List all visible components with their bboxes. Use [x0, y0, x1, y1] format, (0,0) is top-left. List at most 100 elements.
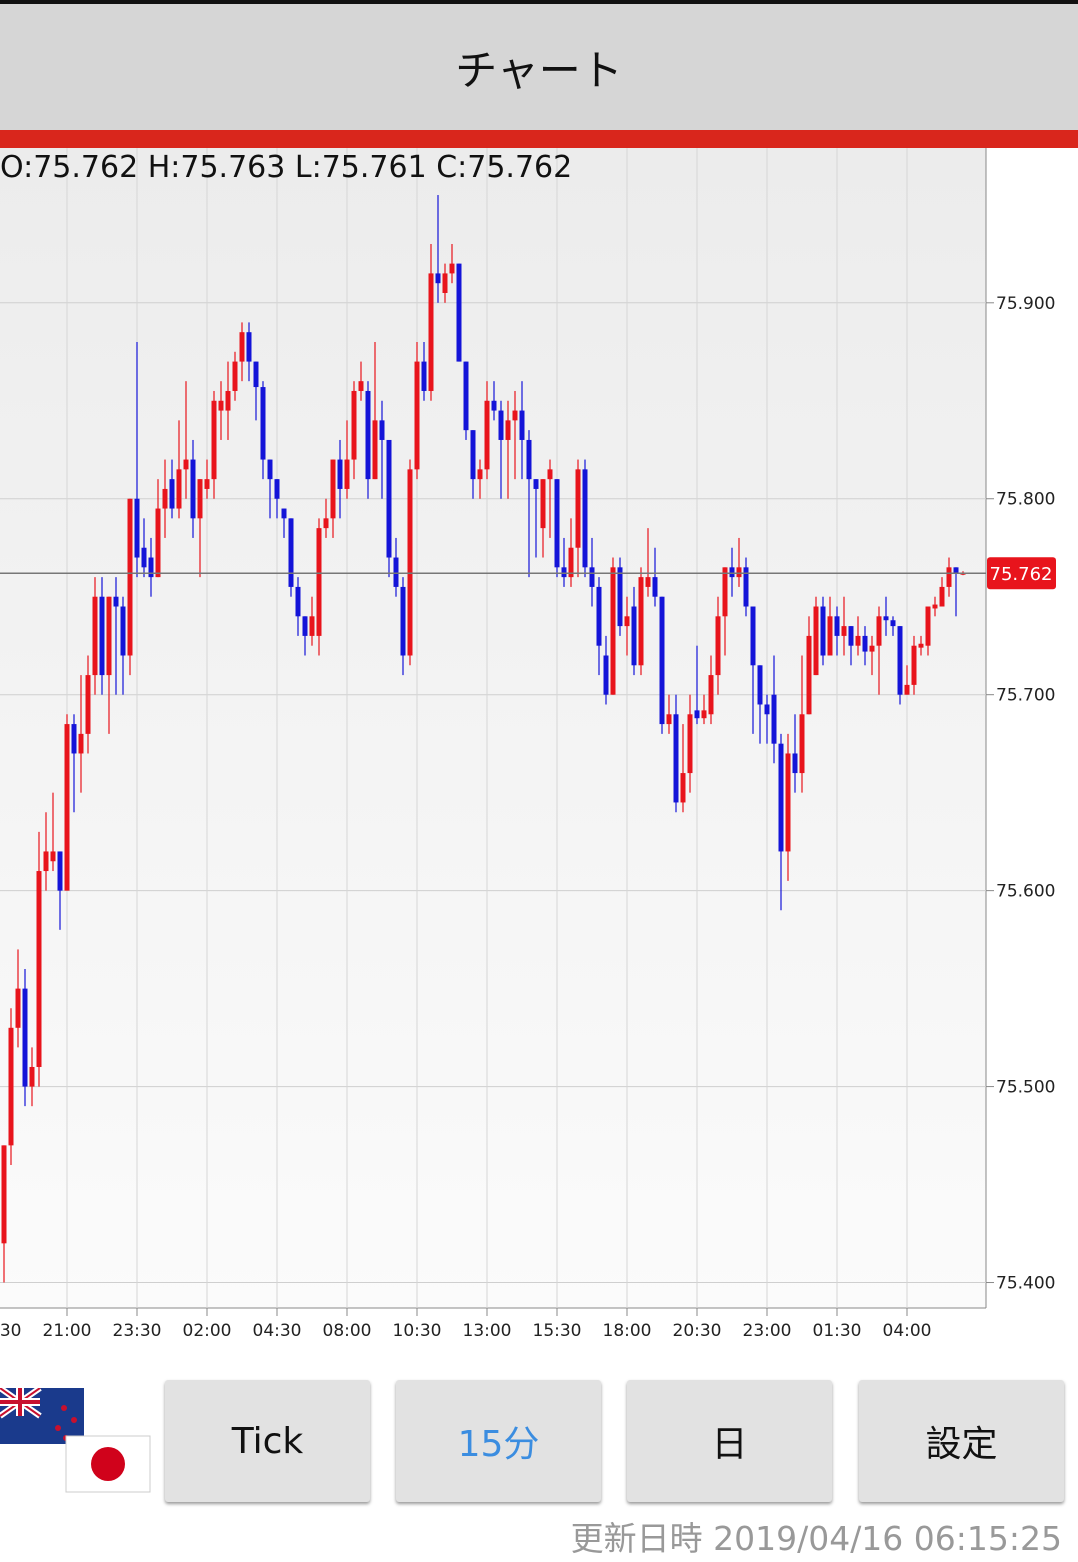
candle-body [169, 479, 175, 509]
candle-body [442, 273, 448, 293]
candle-body [393, 557, 399, 587]
candle-body [92, 596, 98, 676]
15min-button[interactable]: 15分 [396, 1380, 601, 1502]
candle-body [29, 1066, 35, 1087]
current-price-box [987, 557, 1056, 590]
candle-body [1, 1145, 7, 1244]
candle-body [85, 675, 91, 734]
candle-body [414, 361, 420, 470]
candle-body [120, 606, 126, 656]
candle-body [498, 410, 504, 440]
candle-body [519, 410, 525, 440]
x-tick-label: 21:00 [43, 1321, 92, 1341]
candle-body [8, 1027, 14, 1146]
candle-body [897, 626, 903, 695]
candle-body [295, 586, 301, 617]
candle-body [302, 616, 308, 636]
candle-body [638, 577, 644, 666]
candle-body [134, 498, 140, 558]
ohlc-label: O:75.762 H:75.763 L:75.761 C:75.762 [0, 150, 572, 185]
candle-body [351, 390, 357, 460]
y-tick-label: 75.900 [996, 294, 1055, 314]
candle-body [15, 988, 21, 1028]
accent-bar [0, 130, 1078, 148]
x-tick-label: 20:30 [673, 1321, 722, 1341]
candle-body [127, 498, 133, 656]
settings-button[interactable]: 設定 [859, 1380, 1064, 1502]
candle-body [225, 390, 231, 411]
candle-body [624, 616, 630, 627]
candle-body [323, 518, 329, 529]
candle-body [666, 714, 672, 725]
candle-body [729, 567, 735, 578]
candle-body [701, 710, 707, 719]
candle-body [386, 439, 392, 558]
tick-button[interactable]: Tick [165, 1380, 370, 1502]
candle-body [554, 479, 560, 568]
candle-body [176, 469, 182, 509]
candle-body [267, 459, 273, 480]
candle-body [491, 400, 497, 411]
candle-body [512, 410, 518, 421]
y-tick-label: 75.500 [996, 1078, 1055, 1098]
candle-body [631, 606, 637, 666]
candle-body [813, 606, 819, 676]
candle-body [785, 753, 791, 852]
candle-body [575, 469, 581, 548]
candle-body [470, 430, 476, 480]
candle-body [694, 710, 700, 719]
candle-body [708, 675, 714, 715]
candle-body [750, 606, 756, 666]
candle-body [218, 400, 224, 411]
candle-body [799, 714, 805, 774]
candle-body [876, 616, 882, 646]
candle-body [64, 724, 70, 891]
candle-body [232, 361, 238, 391]
title: チャート [455, 45, 623, 95]
candle-body [610, 567, 616, 695]
candle-body [806, 635, 812, 715]
x-tick-label: 10:30 [393, 1321, 442, 1341]
x-tick-label: 18:30 [0, 1321, 22, 1341]
candle-body [190, 459, 196, 519]
candle-body [925, 606, 931, 646]
candle-body [834, 616, 840, 636]
candle-body [99, 596, 105, 676]
candle-body [589, 567, 595, 587]
candle-body [645, 577, 651, 587]
candle-body [274, 479, 280, 499]
candle-body [113, 596, 119, 607]
x-tick-label: 13:00 [463, 1321, 512, 1341]
candle-body [890, 620, 896, 627]
candle-body [743, 567, 749, 607]
candle-body [330, 459, 336, 519]
candle-body [680, 773, 686, 803]
candle-body [365, 390, 371, 480]
x-tick-label: 18:00 [603, 1321, 652, 1341]
candle-body [722, 567, 728, 617]
candle-body [78, 733, 84, 754]
candle-body [477, 469, 483, 480]
day-button[interactable]: 日 [627, 1380, 832, 1502]
candle-body [71, 724, 77, 754]
candle-body [568, 547, 574, 578]
x-tick-label: 04:30 [253, 1321, 302, 1341]
candle-body [939, 586, 945, 607]
candle-body [358, 381, 364, 391]
candle-body [148, 557, 154, 578]
candle-body [715, 616, 721, 676]
candle-body [792, 753, 798, 774]
candle-body [211, 400, 217, 480]
candle-body [421, 361, 427, 391]
candle-body [736, 567, 742, 578]
y-tick-label: 75.400 [996, 1274, 1055, 1294]
candle-body [932, 604, 938, 609]
candle-body [953, 567, 959, 574]
candle-body [400, 586, 406, 656]
candle-body [337, 459, 343, 489]
candle-body [841, 626, 847, 636]
candle-body [918, 643, 924, 648]
candle-body [771, 694, 777, 744]
chart: 75.400 75.500 75.600 75.700 75.800 75.900 18:3… [0, 148, 1056, 1341]
